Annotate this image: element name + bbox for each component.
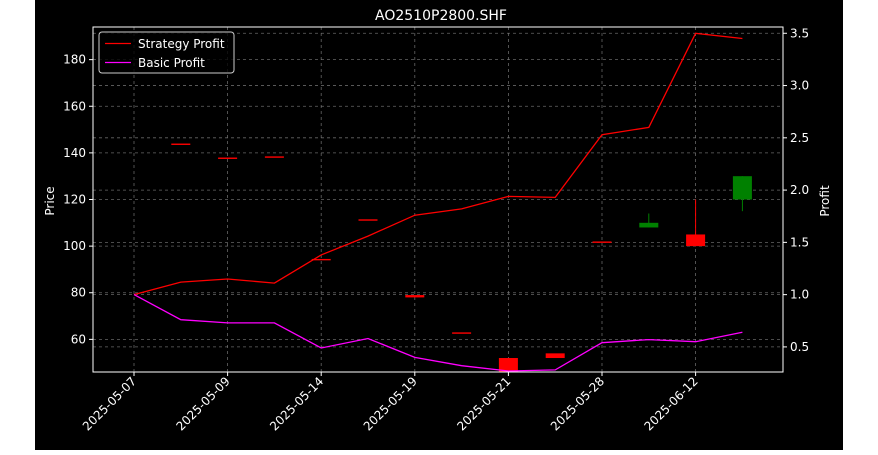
candle-body bbox=[264, 156, 284, 158]
chart-figure: AO2510P2800.SHF 60 80 100 120 140 160 180 0.5 1… bbox=[35, 0, 843, 450]
candles bbox=[171, 143, 752, 372]
x-tick-label: 2025-05-21 bbox=[454, 374, 513, 433]
y2-tick-label: 1.5 bbox=[790, 235, 809, 249]
x-tick-label: 2025-06-12 bbox=[642, 374, 701, 433]
series-line-basic-profit bbox=[133, 294, 743, 372]
candle-body bbox=[311, 258, 331, 261]
x-tick-label: 2025-05-19 bbox=[361, 374, 420, 433]
y-tick-label: 60 bbox=[71, 332, 86, 346]
candle-body bbox=[405, 295, 425, 298]
y-axis: 60 80 100 120 140 160 180 bbox=[63, 53, 93, 346]
candle-body bbox=[592, 241, 612, 243]
candle-body bbox=[452, 332, 472, 334]
y-axis-label: Price bbox=[43, 186, 57, 215]
series-line-strategy-profit bbox=[133, 32, 743, 296]
x-tick-label: 2025-05-14 bbox=[267, 374, 326, 433]
y-tick-label: 100 bbox=[63, 239, 86, 253]
y2-tick-label: 1.0 bbox=[790, 288, 809, 302]
y2-tick-label: 3.0 bbox=[790, 79, 809, 93]
y2-axis-label: Profit bbox=[818, 185, 832, 217]
candle-body bbox=[545, 353, 565, 359]
y2-tick-label: 2.0 bbox=[790, 183, 809, 197]
y2-tick-label: 2.5 bbox=[790, 131, 809, 145]
candle-body bbox=[498, 358, 518, 372]
legend-label-strategy: Strategy Profit bbox=[138, 37, 225, 51]
candle-body bbox=[358, 219, 378, 221]
y2-tick-label: 3.5 bbox=[790, 26, 809, 40]
x-axis: 2025-05-07 2025-05-09 2025-05-14 2025-05-19… bbox=[80, 372, 701, 433]
x-tick-label: 2025-05-07 bbox=[80, 374, 139, 433]
y-tick-label: 160 bbox=[63, 99, 86, 113]
legend-box bbox=[98, 31, 235, 74]
legend-label-basic: Basic Profit bbox=[138, 56, 205, 70]
chart-svg: AO2510P2800.SHF 60 80 100 120 140 160 180 0.5 1… bbox=[43, 8, 832, 433]
y-tick-label: 80 bbox=[71, 286, 86, 300]
y-tick-label: 120 bbox=[63, 193, 86, 207]
y-tick-label: 140 bbox=[63, 146, 86, 160]
y2-axis: 0.5 1.0 1.5 2.0 2.5 3.0 3.5 bbox=[783, 26, 809, 354]
candle-body bbox=[732, 176, 752, 200]
y-tick-label: 180 bbox=[63, 53, 86, 67]
legend: Strategy Profit Basic Profit bbox=[98, 31, 235, 74]
candle-body bbox=[218, 157, 238, 159]
profit-lines bbox=[133, 32, 743, 372]
chart-title: AO2510P2800.SHF bbox=[375, 8, 507, 24]
candle-body bbox=[639, 222, 659, 228]
y2-tick-label: 0.5 bbox=[790, 340, 809, 354]
x-tick-label: 2025-05-09 bbox=[174, 374, 233, 433]
candle-body bbox=[171, 143, 191, 145]
x-tick-label: 2025-05-28 bbox=[548, 374, 607, 433]
candle-body bbox=[686, 234, 706, 247]
